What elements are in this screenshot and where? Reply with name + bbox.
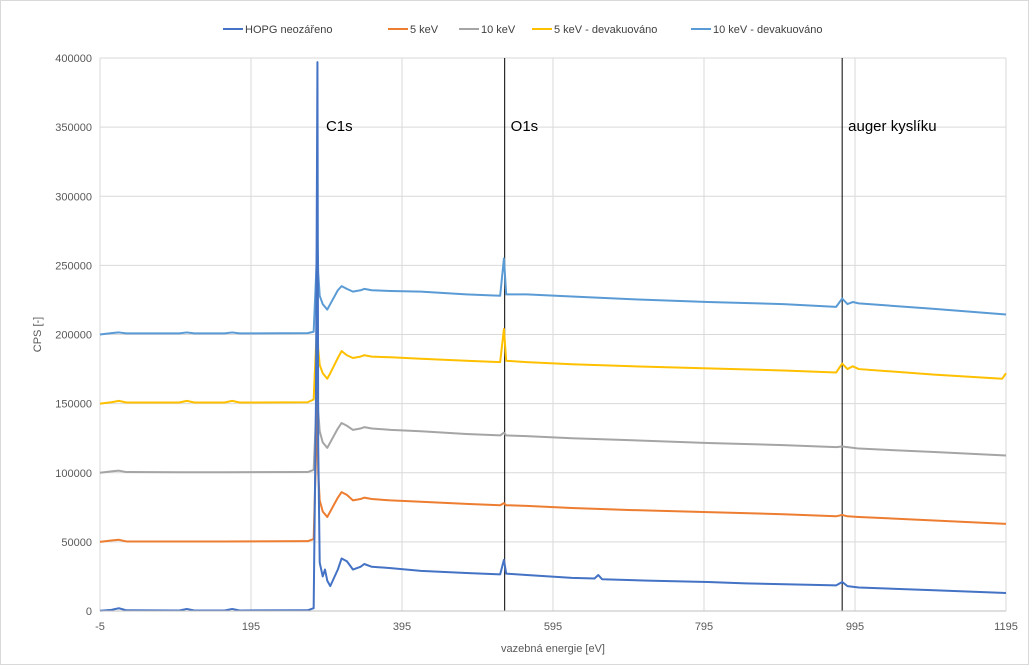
y-tick-label: 300000 [55, 191, 92, 203]
y-tick-label: 400000 [55, 53, 92, 65]
series-line [99, 319, 1007, 405]
x-tick-label: 395 [393, 621, 411, 633]
y-tick-label: 250000 [55, 260, 92, 272]
legend-entry: 5 keV - devakuováno [554, 24, 657, 36]
x-axis-title: vazebná energie [eV] [501, 643, 605, 655]
series-line [99, 361, 1007, 474]
x-tick-label: 1195 [994, 621, 1018, 633]
legend-entry: 5 keV [410, 24, 439, 36]
x-tick-label: 595 [544, 621, 562, 633]
y-tick-label: 100000 [55, 468, 92, 480]
series-line [99, 236, 1007, 336]
legend: HOPG neozářeno 5 keV 10 keV 5 keV - devakuo… [223, 24, 822, 36]
x-tick-label: 195 [242, 621, 260, 633]
x-tick-label: 795 [695, 621, 713, 633]
axes: vazebná energie [eV] CPS [-] 0 50000 10000… [32, 53, 1018, 655]
series-line [99, 388, 1007, 543]
y-tick-label: 50000 [61, 537, 92, 549]
y-tick-label: 0 [86, 606, 92, 618]
x-tick-label: -5 [95, 621, 105, 633]
annotation-label: auger kyslíku [848, 118, 936, 135]
y-tick-label: 350000 [55, 122, 92, 134]
series-line [99, 61, 1007, 612]
y-tick-label: 200000 [55, 330, 92, 342]
y-axis-title: CPS [-] [32, 317, 44, 352]
legend-entry: 10 keV - devakuováno [713, 24, 822, 36]
annotations: C1s O1s auger kyslíku [326, 118, 937, 135]
legend-entry: HOPG neozářeno [245, 24, 332, 36]
x-tick-label: 995 [846, 621, 864, 633]
legend-entry: 10 keV [481, 24, 516, 36]
y-tick-label: 150000 [55, 399, 92, 411]
series-layer [99, 61, 1007, 612]
annotation-label: O1s [511, 118, 539, 135]
annotation-label: C1s [326, 118, 353, 135]
gridlines [99, 57, 1007, 612]
